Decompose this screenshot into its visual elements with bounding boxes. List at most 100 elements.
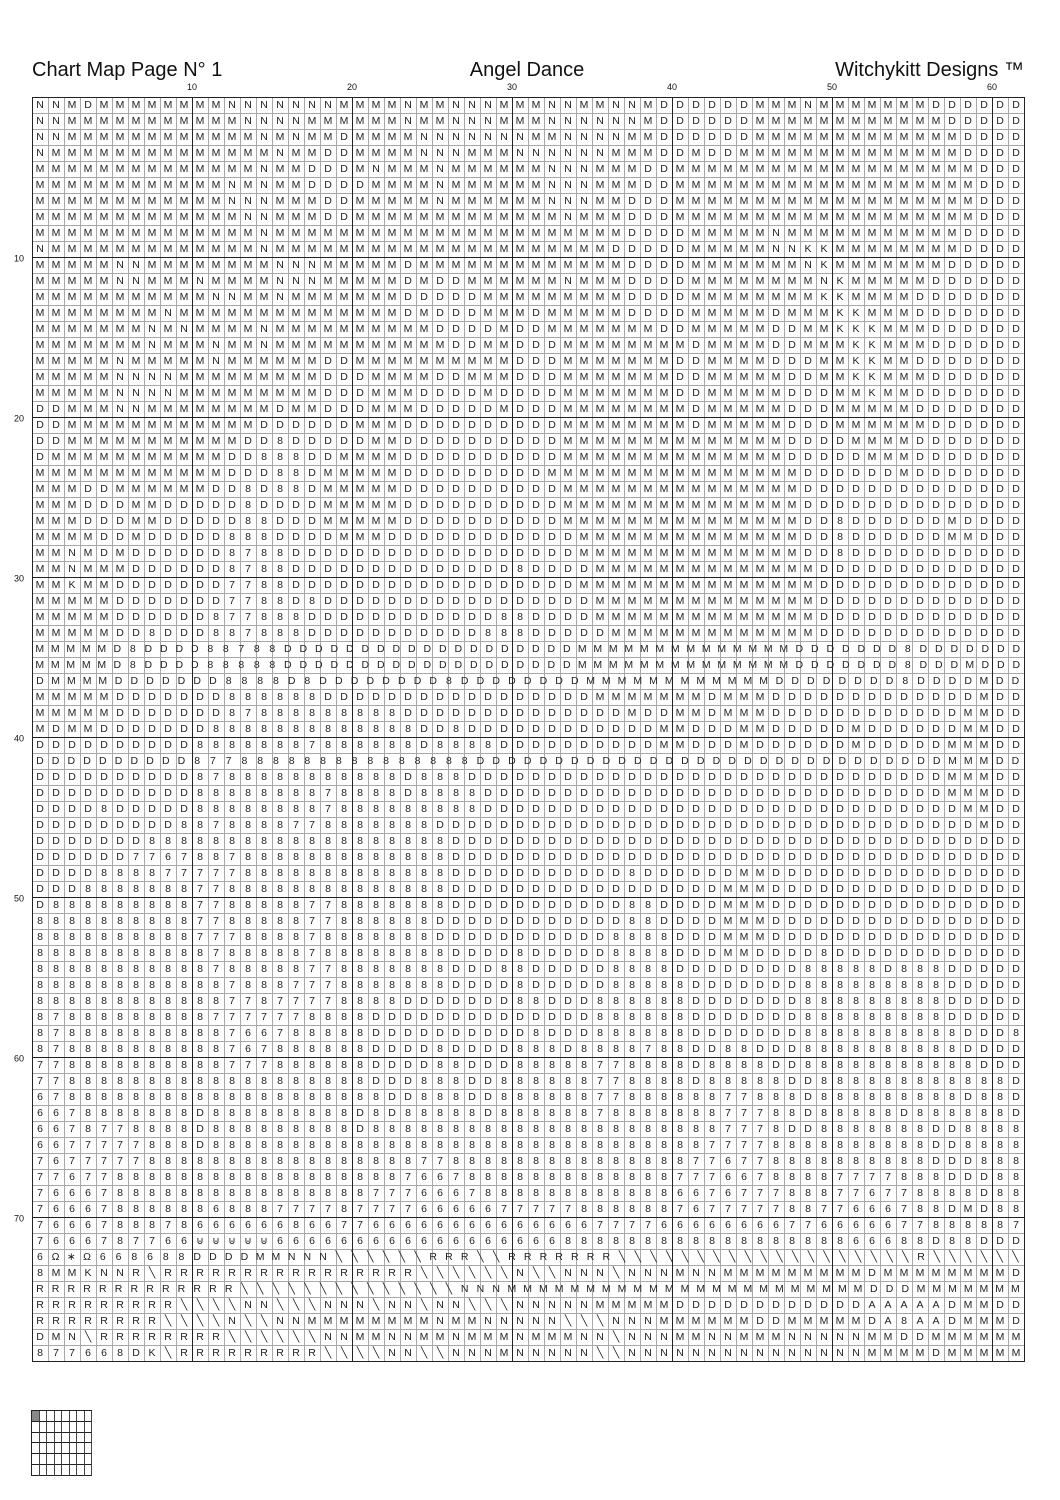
- grid-cell: D: [618, 755, 626, 767]
- grid-cell: 8: [885, 1027, 891, 1039]
- grid-cell: 8: [261, 995, 267, 1007]
- grid-cell: M: [611, 163, 621, 175]
- grid-cell: 8: [245, 899, 251, 911]
- grid-cell: 8: [165, 1059, 171, 1071]
- grid-cell: N: [516, 1347, 524, 1359]
- grid-cell: 8: [165, 1107, 171, 1119]
- grid-cell: M: [371, 515, 381, 527]
- grid-cell: D: [196, 595, 204, 607]
- grid-cell: 6: [373, 1219, 379, 1231]
- grid-cell: M: [451, 1315, 461, 1327]
- grid-cell: D: [116, 515, 124, 527]
- grid-cell: D: [932, 515, 940, 527]
- grid-cell: ╲: [164, 1315, 172, 1327]
- grid-cell: 8: [661, 1235, 667, 1247]
- grid-cell: D: [596, 707, 604, 719]
- grid-cell: 7: [229, 1011, 235, 1023]
- grid-cell: 8: [341, 1171, 347, 1183]
- grid-cell: D: [900, 707, 908, 719]
- grid-cell: D: [980, 979, 988, 991]
- grid-cell: D: [820, 867, 828, 879]
- grid-cell: M: [723, 515, 733, 527]
- grid-cell: R: [372, 1267, 380, 1279]
- grid-cell: M: [787, 515, 797, 527]
- grid-cell: M: [435, 211, 445, 223]
- grid-cell: M: [259, 307, 269, 319]
- grid-cell: M: [771, 291, 781, 303]
- grid-cell: 8: [661, 1171, 667, 1183]
- grid-cell: M: [771, 371, 781, 383]
- grid-cell: D: [964, 1011, 972, 1023]
- grid-cell: D: [932, 531, 940, 543]
- grid-cell: M: [659, 691, 669, 703]
- grid-cell: M: [883, 451, 893, 463]
- grid-cell: 8: [629, 1027, 635, 1039]
- grid-cell: 7: [309, 1203, 315, 1215]
- grid-cell: M: [483, 355, 493, 367]
- grid-cell: N: [836, 1331, 844, 1343]
- grid-cell: 8: [320, 755, 326, 767]
- grid-cell: M: [419, 1331, 429, 1343]
- grid-cell: M: [307, 371, 317, 383]
- grid-cell: M: [67, 227, 77, 239]
- grid-cell: 8: [885, 995, 891, 1007]
- grid-cell: 8: [453, 803, 459, 815]
- grid-cell: R: [539, 1251, 548, 1263]
- grid-cell: 7: [565, 1203, 571, 1215]
- grid-cell: ╲: [886, 1251, 893, 1263]
- grid-cell: D: [916, 387, 924, 399]
- grid-cell: 8: [261, 803, 267, 815]
- grid-cell: D: [516, 499, 524, 511]
- grid-cell: D: [420, 387, 428, 399]
- grid-cell: M: [675, 595, 685, 607]
- grid-cell: M: [627, 179, 637, 191]
- grid-cell: 8: [933, 1107, 939, 1119]
- grid-cell: D: [1012, 787, 1020, 799]
- grid-cell: 8: [853, 963, 859, 975]
- grid-cell: 8: [133, 915, 139, 927]
- grid-cell: K: [820, 291, 828, 303]
- grid-cell: D: [980, 291, 988, 303]
- grid-cell: D: [724, 771, 732, 783]
- grid-cell: 8: [965, 1075, 971, 1087]
- grid-cell: 8: [677, 1155, 683, 1167]
- grid-cell: D: [500, 995, 508, 1007]
- grid-cell: 8: [101, 931, 107, 943]
- grid-cell: M: [51, 355, 61, 367]
- grid-cell: ╲: [596, 1347, 604, 1359]
- grid-cell: M: [371, 99, 381, 111]
- grid-cell: M: [227, 115, 237, 127]
- grid-cell: M: [50, 659, 60, 671]
- grid-cell: D: [484, 1107, 492, 1119]
- grid-cell: 8: [245, 835, 251, 847]
- grid-cell: D: [388, 563, 396, 575]
- grid-cell: 6: [501, 1219, 507, 1231]
- grid-cell: M: [66, 643, 76, 655]
- grid-cell: M: [67, 403, 77, 415]
- grid-cell: D: [775, 755, 784, 767]
- grid-cell: M: [179, 163, 189, 175]
- grid-cell: D: [516, 483, 524, 495]
- grid-cell: M: [211, 451, 221, 463]
- grid-cell: 8: [997, 1219, 1003, 1231]
- grid-cell: ╲: [548, 1267, 556, 1279]
- grid-cell: D: [724, 819, 732, 831]
- grid-cell: 8: [293, 915, 299, 927]
- grid-cell: D: [916, 435, 924, 447]
- grid-cell: 8: [341, 739, 347, 751]
- grid-cell: 8: [335, 755, 342, 767]
- grid-cell: A: [868, 1299, 876, 1311]
- grid-cell: D: [196, 691, 204, 703]
- grid-cell: D: [564, 771, 572, 783]
- grid-cell: M: [608, 659, 618, 671]
- grid-cell: M: [163, 339, 173, 351]
- grid-cell: D: [532, 515, 540, 527]
- grid-cell: M: [195, 483, 205, 495]
- grid-cell: D: [692, 1043, 700, 1055]
- grid-cell: D: [580, 739, 588, 751]
- grid-cell: D: [708, 1299, 716, 1311]
- grid-cell: M: [691, 547, 701, 559]
- grid-cell: 8: [661, 1091, 667, 1103]
- grid-cell: D: [452, 899, 460, 911]
- grid-cell: 8: [229, 627, 235, 639]
